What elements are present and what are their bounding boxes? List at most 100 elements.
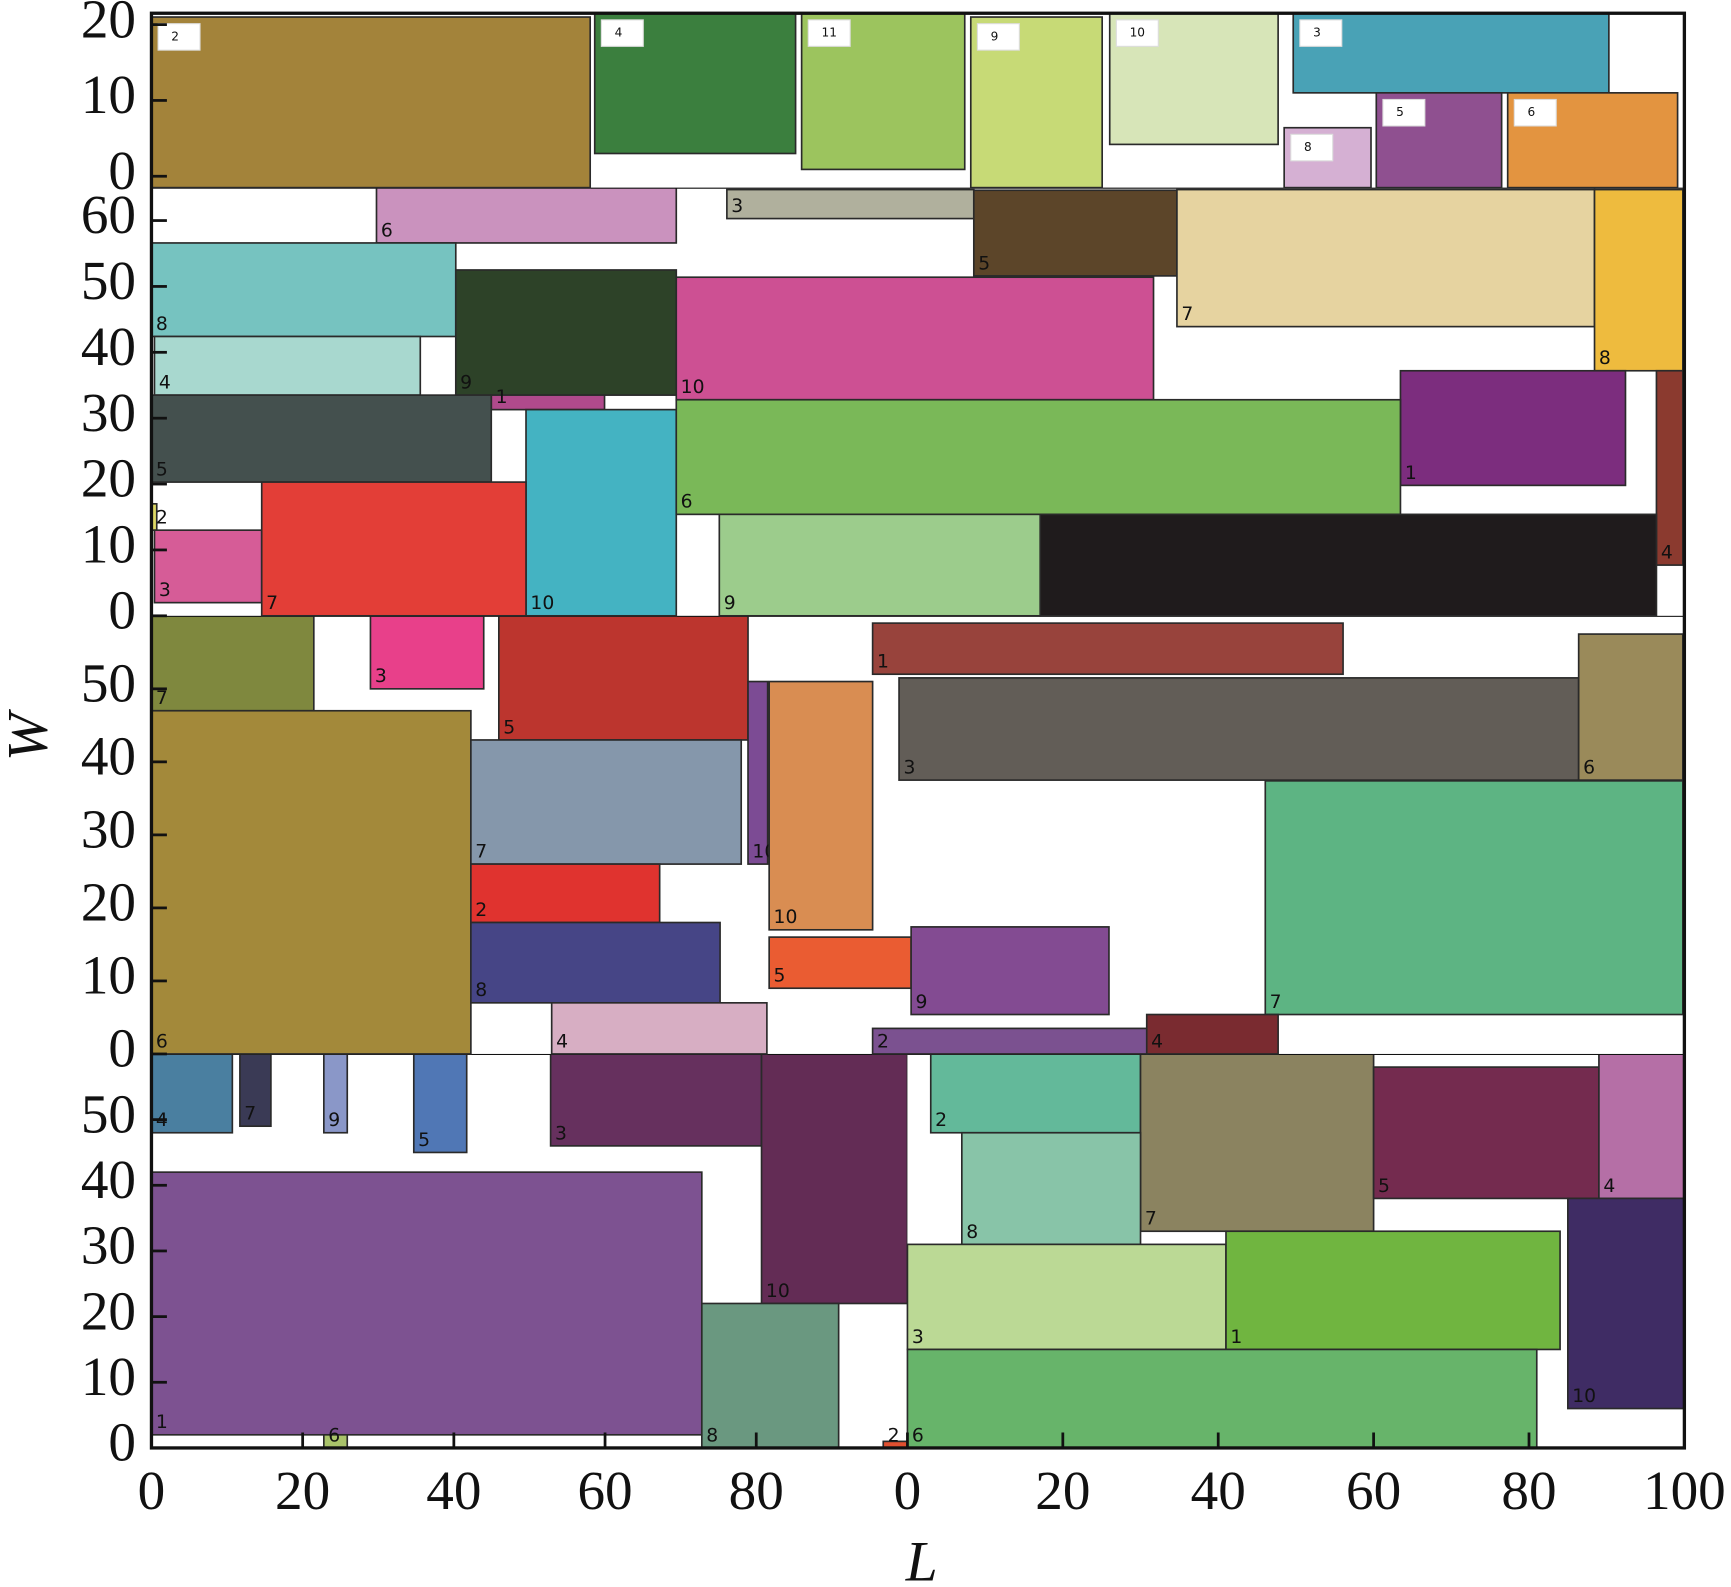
packed-item: [768, 936, 912, 990]
item-label: 4: [1151, 1031, 1163, 1052]
item-label: 2: [156, 508, 168, 529]
item-label: 5: [1396, 105, 1404, 119]
y-tick-label: 50: [81, 1083, 136, 1144]
packed-item: [454, 269, 678, 396]
packed-item: [470, 921, 721, 1004]
item-label: 6: [1583, 757, 1595, 778]
packed-item: [929, 1053, 1142, 1134]
packed-item: [898, 677, 1580, 781]
x-tick-label: 100: [1643, 1460, 1726, 1521]
item-label: 5: [156, 459, 168, 480]
label-box: [1299, 19, 1343, 47]
item-label: 1: [156, 1412, 168, 1433]
y-tick-label: 10: [81, 514, 136, 575]
packed-item: [675, 276, 1155, 401]
packed-item: [1567, 1197, 1686, 1410]
packed-item: [150, 709, 472, 1055]
y-tick-label: 0: [108, 1018, 136, 1079]
x-tick-label: 60: [577, 1460, 632, 1521]
item-label: 2: [171, 29, 179, 43]
packed-item: [153, 335, 422, 396]
x-tick-label: 80: [1501, 1460, 1556, 1521]
packed-item: [1264, 780, 1684, 1016]
y-tick-label: 0: [108, 140, 136, 201]
item-label: 7: [1270, 992, 1282, 1013]
item-label: 4: [159, 373, 171, 394]
label-box: [807, 19, 851, 47]
item-label: 9: [460, 373, 472, 394]
item-label: 6: [912, 1425, 924, 1446]
item-label: 4: [1603, 1176, 1615, 1197]
item-label: 2: [877, 1031, 889, 1052]
packed-item: [1598, 1053, 1686, 1200]
packed-item: [470, 863, 661, 924]
item-label: 6: [156, 1031, 168, 1052]
item-label: 3: [912, 1327, 924, 1348]
packed-item: [871, 1027, 1149, 1055]
packed-item: [1577, 633, 1684, 781]
item-label: 8: [1304, 140, 1312, 154]
item-label: 1: [496, 387, 508, 408]
y-tick-label: 0: [108, 579, 136, 640]
packed-item: [969, 16, 1104, 189]
item-label: 9: [328, 1110, 340, 1131]
x-tick-label: 40: [1191, 1460, 1246, 1521]
packed-item: [497, 614, 749, 741]
label-box: [976, 23, 1020, 51]
y-tick-label: 50: [81, 652, 136, 713]
packed-item: [150, 1171, 703, 1436]
item-label: 4: [1661, 542, 1673, 563]
plot-frame: [149, 11, 1687, 1450]
label-box: [1513, 98, 1557, 127]
item-label: 3: [903, 757, 915, 778]
y-tick-label: 30: [81, 382, 136, 443]
packed-item: [525, 408, 678, 617]
packed-item: [369, 614, 485, 690]
y-tick-label: 10: [81, 945, 136, 1006]
packed-item: [1655, 369, 1684, 566]
packed-item: [960, 1131, 1142, 1246]
item-label: 8: [706, 1425, 718, 1446]
y-tick-label: 20: [81, 1280, 136, 1341]
packed-item: [239, 1053, 272, 1128]
x-tick-label: 0: [894, 1460, 922, 1521]
item-label: 1: [877, 652, 889, 673]
item-label: 6: [681, 492, 693, 513]
item-label: 2: [475, 900, 487, 921]
item-label: 1: [1405, 463, 1417, 484]
packed-item: [150, 16, 592, 189]
packed-item: [150, 394, 493, 483]
item-label: 8: [966, 1222, 978, 1243]
item-label: 4: [556, 1031, 568, 1052]
item-label: 10: [1130, 26, 1145, 40]
label-box: [1290, 133, 1334, 162]
x-tick-label: 20: [275, 1460, 330, 1521]
packed-item: [412, 1053, 468, 1154]
packed-item: [871, 622, 1344, 676]
item-label: 3: [731, 196, 743, 217]
item-label: 7: [244, 1104, 256, 1125]
item-label: 7: [156, 688, 168, 709]
item-label: 10: [530, 593, 554, 614]
packed-item: [906, 1348, 1538, 1449]
packed-item: [470, 739, 743, 865]
packed-item: [726, 188, 975, 220]
x-tick-label: 20: [1035, 1460, 1090, 1521]
item-label: 6: [1528, 105, 1536, 119]
x-axis-label: L: [905, 1530, 938, 1587]
packed-item: [549, 1053, 763, 1147]
item-label: 7: [1145, 1209, 1157, 1230]
item-label: 8: [156, 314, 168, 335]
y-tick-label: 20: [81, 872, 136, 933]
item-label: 11: [821, 26, 836, 40]
packed-item: [760, 1053, 909, 1305]
item-label: 5: [1378, 1176, 1390, 1197]
item-label: 3: [555, 1123, 567, 1144]
y-tick-label: 50: [81, 250, 136, 311]
packed-item: [972, 189, 1178, 277]
y-tick-label: 0: [108, 1412, 136, 1473]
x-tick-label: 0: [138, 1460, 166, 1521]
packed-item: [910, 926, 1110, 1016]
y-axis-label: W: [0, 708, 60, 761]
